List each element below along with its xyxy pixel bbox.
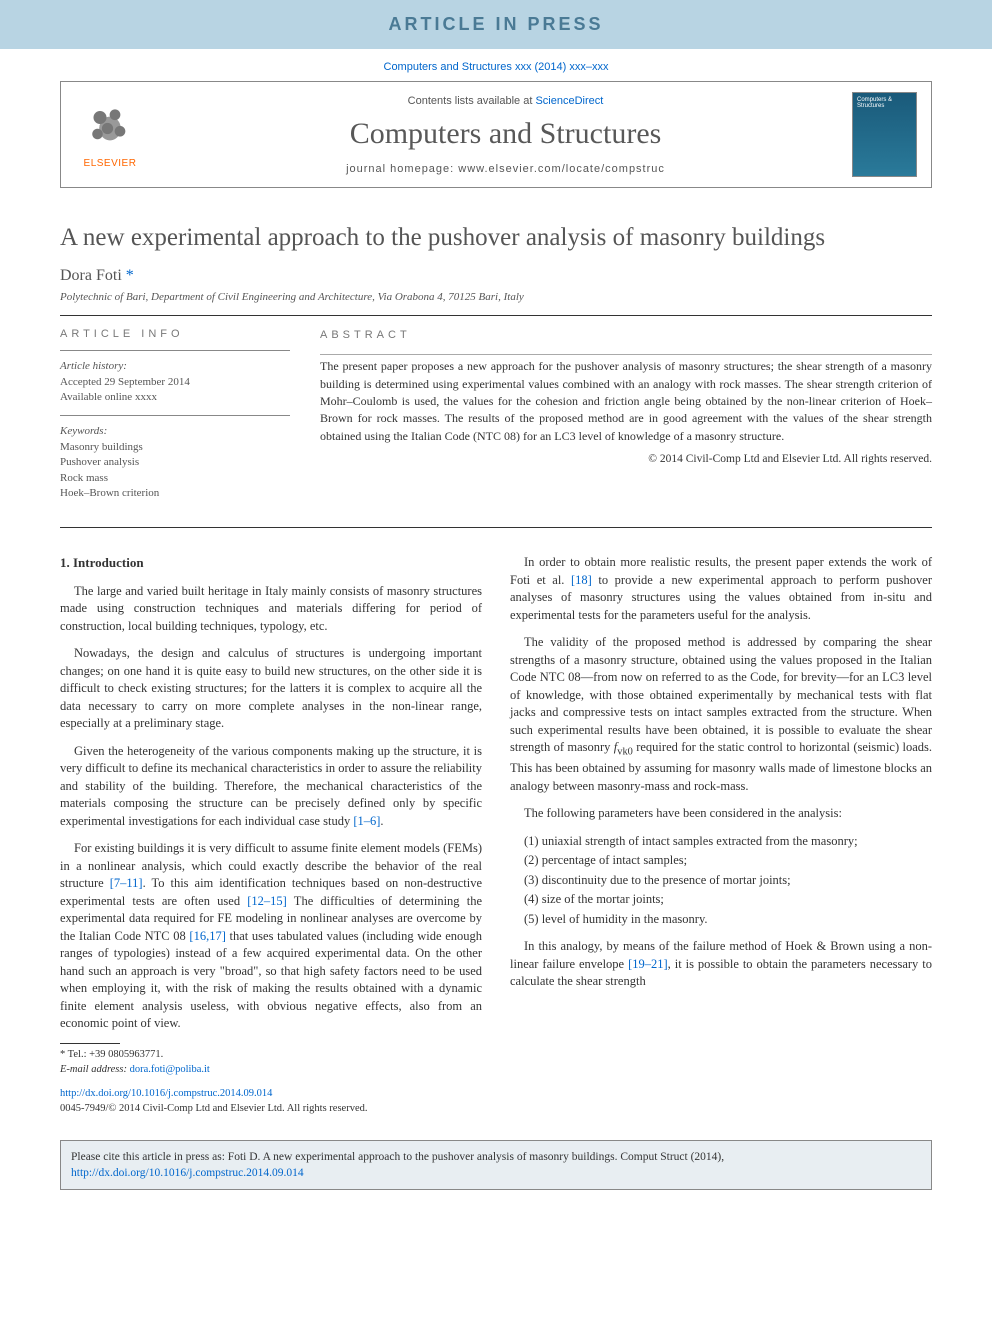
publisher-name: ELSEVIER [84, 158, 137, 169]
list-item: (3) discontinuity due to the presence of… [524, 872, 932, 890]
body-two-columns: 1. Introduction The large and varied bui… [60, 554, 932, 1116]
article-in-press-banner: ARTICLE IN PRESS [0, 0, 992, 49]
divider [320, 354, 932, 355]
keywords-label: Keywords: [60, 424, 290, 439]
elsevier-tree-icon [85, 101, 135, 156]
author-name[interactable]: Dora Foti [60, 267, 122, 284]
article-title: A new experimental approach to the pusho… [60, 222, 932, 253]
doi-block: http://dx.doi.org/10.1016/j.compstruc.20… [60, 1087, 482, 1116]
corresponding-tel: * Tel.: +39 0805963771. [60, 1048, 482, 1062]
online-date: Available online xxxx [60, 390, 290, 405]
keyword: Masonry buildings [60, 440, 290, 455]
list-item: (2) percentage of intact samples; [524, 852, 932, 870]
citation-ref[interactable]: [12–15] [247, 894, 287, 908]
email-link[interactable]: dora.foti@poliba.it [130, 1064, 210, 1075]
history-label: Article history: [60, 359, 290, 374]
body-paragraph: The validity of the proposed method is a… [510, 634, 932, 795]
abstract-copyright: © 2014 Civil-Comp Ltd and Elsevier Ltd. … [320, 451, 932, 468]
citation-ref[interactable]: [18] [571, 573, 592, 587]
journal-reference-top: Computers and Structures xxx (2014) xxx–… [0, 49, 992, 81]
section-heading: 1. Introduction [60, 554, 482, 572]
citation-ref[interactable]: [7–11] [110, 876, 143, 890]
cover-label: Computers & Structures [853, 93, 916, 113]
email-label: E-mail address: [60, 1064, 130, 1075]
divider [60, 315, 932, 316]
doi-link[interactable]: http://dx.doi.org/10.1016/j.compstruc.20… [60, 1088, 272, 1099]
contents-prefix: Contents lists available at [408, 95, 536, 107]
divider [60, 527, 932, 528]
info-abstract-row: article info Article history: Accepted 2… [60, 328, 932, 511]
citation-ref[interactable]: [1–6] [353, 814, 380, 828]
abstract-column: abstract The present paper proposes a ne… [320, 328, 932, 511]
contents-available-line: Contents lists available at ScienceDirec… [159, 95, 852, 107]
journal-homepage-line: journal homepage: www.elsevier.com/locat… [159, 163, 852, 175]
tel-value: +39 0805963771. [89, 1049, 163, 1060]
keyword: Rock mass [60, 471, 290, 486]
journal-cover-thumbnail: Computers & Structures [852, 92, 917, 177]
keyword: Hoek–Brown criterion [60, 486, 290, 501]
body-paragraph: The following parameters have been consi… [510, 805, 932, 823]
abstract-heading: abstract [320, 328, 932, 344]
main-content: A new experimental approach to the pusho… [0, 188, 992, 1126]
corresponding-email: E-mail address: dora.foti@poliba.it [60, 1063, 482, 1077]
article-history-block: Article history: Accepted 29 September 2… [60, 359, 290, 405]
accepted-date: Accepted 29 September 2014 [60, 375, 290, 390]
keywords-block: Keywords: Masonry buildings Pushover ana… [60, 424, 290, 501]
affiliation: Polytechnic of Bari, Department of Civil… [60, 291, 932, 303]
math-sub: vk0 [617, 747, 633, 758]
sciencedirect-link[interactable]: ScienceDirect [535, 95, 603, 107]
body-paragraph: In order to obtain more realistic result… [510, 554, 932, 624]
article-info-heading: article info [60, 328, 290, 340]
homepage-prefix: journal homepage: [346, 163, 458, 175]
numbered-list: (1) uniaxial strength of intact samples … [524, 833, 932, 929]
body-paragraph: In this analogy, by means of the failure… [510, 938, 932, 991]
body-paragraph: For existing buildings it is very diffic… [60, 840, 482, 1033]
author-line: Dora Foti * [60, 267, 932, 285]
text-run: . [380, 814, 383, 828]
text-run: that uses tabulated values (including wi… [60, 929, 482, 1031]
header-center: Contents lists available at ScienceDirec… [159, 95, 852, 175]
journal-name: Computers and Structures [159, 117, 852, 151]
footnote-separator [60, 1043, 120, 1044]
cite-text: Please cite this article in press as: Fo… [71, 1151, 724, 1163]
tel-label: * Tel.: [60, 1049, 89, 1060]
homepage-url[interactable]: www.elsevier.com/locate/compstruc [458, 163, 665, 175]
list-item: (4) size of the mortar joints; [524, 891, 932, 909]
publisher-logo: ELSEVIER [75, 95, 145, 175]
keyword: Pushover analysis [60, 455, 290, 470]
issn-copyright: 0045-7949/© 2014 Civil-Comp Ltd and Else… [60, 1103, 367, 1114]
text-run: The validity of the proposed method is a… [510, 635, 932, 754]
cite-doi-link[interactable]: http://dx.doi.org/10.1016/j.compstruc.20… [71, 1167, 304, 1179]
citation-box: Please cite this article in press as: Fo… [60, 1140, 932, 1190]
body-paragraph: The large and varied built heritage in I… [60, 583, 482, 636]
text-run: Given the heterogeneity of the various c… [60, 744, 482, 828]
citation-ref[interactable]: [16,17] [189, 929, 225, 943]
list-item: (5) level of humidity in the masonry. [524, 911, 932, 929]
abstract-text: The present paper proposes a new approac… [320, 358, 932, 445]
journal-header-box: ELSEVIER Contents lists available at Sci… [60, 81, 932, 188]
body-paragraph: Given the heterogeneity of the various c… [60, 743, 482, 831]
article-info-column: article info Article history: Accepted 2… [60, 328, 290, 511]
list-item: (1) uniaxial strength of intact samples … [524, 833, 932, 851]
citation-ref[interactable]: [19–21] [628, 957, 668, 971]
body-paragraph: Nowadays, the design and calculus of str… [60, 645, 482, 733]
corresponding-author-marker: * [126, 267, 134, 284]
